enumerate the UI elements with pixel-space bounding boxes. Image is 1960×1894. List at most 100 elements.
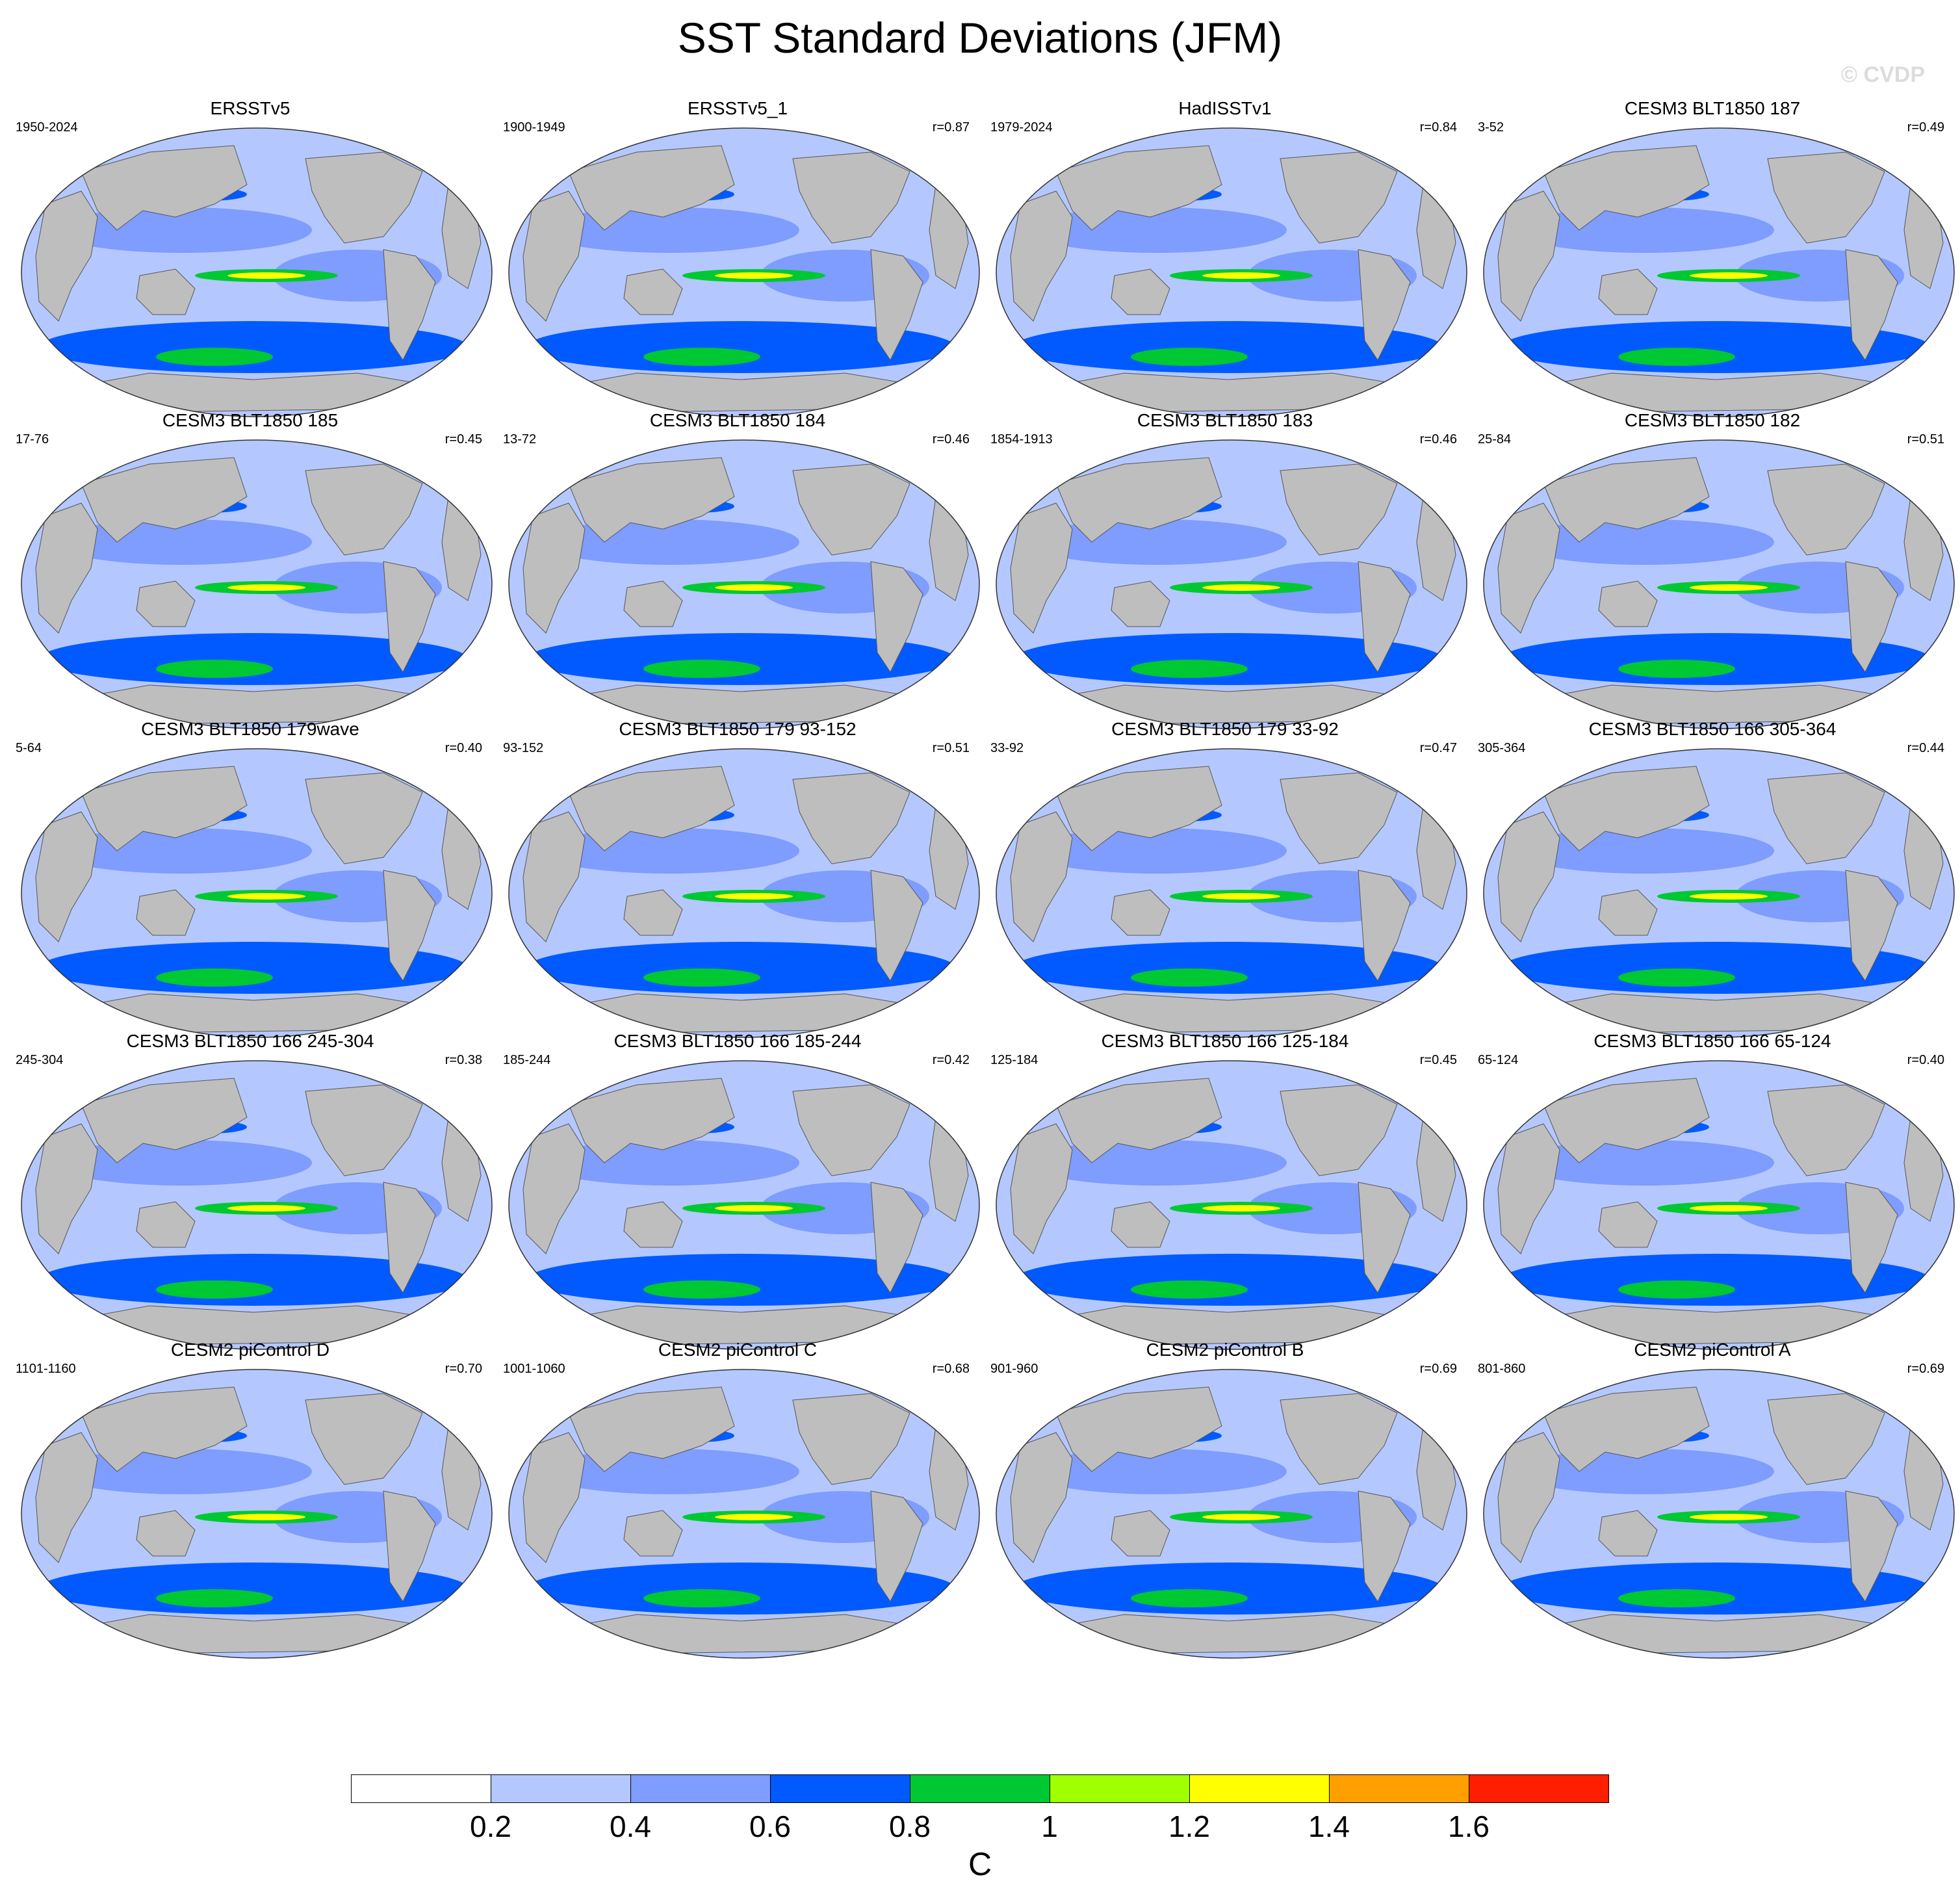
map-outline <box>1483 1060 1955 1350</box>
panel-title: CESM2 piControl B <box>1146 1340 1304 1360</box>
panel-correlation: r=0.47 <box>1419 741 1457 755</box>
land-mass <box>35 190 98 322</box>
world-map <box>996 439 1467 729</box>
land-mass <box>1845 561 1898 673</box>
map-outline <box>21 748 493 1038</box>
variance-band <box>643 660 760 678</box>
panel-title: CESM2 piControl C <box>658 1340 818 1360</box>
panel-period: 13-72 <box>503 432 537 447</box>
land-mass <box>1845 1182 1898 1293</box>
land-mass <box>1280 463 1398 556</box>
panel-title: CESM3 BLT1850 179wave <box>141 719 359 739</box>
panel-period: 33-92 <box>990 741 1024 755</box>
land-mass <box>1845 870 1898 981</box>
variance-band <box>156 1280 273 1299</box>
land-mass <box>1358 1182 1411 1293</box>
land-mass <box>568 457 735 543</box>
land-mass <box>1358 870 1411 981</box>
land-mass <box>623 1201 683 1248</box>
panel-correlation: r=0.84 <box>1419 120 1457 135</box>
colorbar-segment <box>630 1774 771 1803</box>
panel-correlation: r=0.45 <box>445 432 482 447</box>
variance-band <box>39 633 468 685</box>
land-mass <box>1497 502 1560 634</box>
colorbar <box>351 1774 1609 1806</box>
land-mass <box>1010 1432 1073 1563</box>
land-mass <box>1280 151 1398 244</box>
panel-title: CESM3 BLT1850 166 245-304 <box>126 1031 374 1051</box>
colorbar-tick-label: 1.4 <box>1308 1810 1350 1843</box>
panel-correlation: r=0.69 <box>1907 1362 1944 1376</box>
variance-band <box>227 893 305 900</box>
land-mass <box>1358 1490 1411 1602</box>
world-map <box>21 439 493 729</box>
variance-band <box>1690 893 1768 900</box>
land-mass <box>81 457 248 543</box>
colorbar-segment <box>770 1774 910 1803</box>
land-mass <box>1055 1078 1222 1163</box>
panel-period: 245-304 <box>16 1053 64 1067</box>
land-mass <box>522 1123 586 1254</box>
variance-band <box>1131 348 1248 366</box>
world-map <box>996 1060 1467 1350</box>
land-mass <box>1598 268 1658 315</box>
panel-title: CESM3 BLT1850 183 <box>1137 410 1313 430</box>
panel-period: 1001-1060 <box>503 1362 565 1376</box>
colorbar-tick-label: 0.2 <box>470 1810 511 1843</box>
map-panel: CESM3 BLT1850 166 245-304 245-304 r=0.38 <box>6 1030 494 1350</box>
land-mass <box>136 889 196 936</box>
colorbar-segment <box>1050 1774 1190 1803</box>
variance-band <box>227 272 305 279</box>
variance-band <box>227 1514 305 1520</box>
variance-band <box>643 348 760 366</box>
panel-title: CESM2 piControl A <box>1634 1340 1791 1360</box>
panel-correlation: r=0.68 <box>932 1362 970 1376</box>
map-outline <box>508 127 980 417</box>
panel-title: ERSSTv5 <box>210 98 290 118</box>
land-mass <box>1055 766 1222 851</box>
map-panel: CESM2 piControl D 1101-1160 r=0.70 <box>6 1339 494 1659</box>
land-mass <box>1055 1386 1222 1472</box>
colorbar-tick-label: 1.6 <box>1448 1810 1489 1843</box>
land-mass <box>1358 561 1411 673</box>
panel-title: CESM3 BLT1850 185 <box>162 410 339 430</box>
variance-band <box>1202 584 1280 591</box>
map-outline <box>996 748 1467 1038</box>
variance-band <box>227 1205 305 1212</box>
panel-correlation: r=0.46 <box>1419 432 1457 447</box>
world-map <box>21 1060 493 1350</box>
panel-correlation: r=0.40 <box>1907 1053 1944 1067</box>
map-outline <box>21 1369 493 1659</box>
land-mass <box>305 151 423 244</box>
world-map <box>996 1369 1467 1659</box>
land-mass <box>792 151 910 244</box>
map-panel: ERSSTv5_1 1900-1949 r=0.87 <box>494 97 981 417</box>
panel-correlation: r=0.44 <box>1907 741 1944 755</box>
colorbar-segment <box>1469 1774 1609 1803</box>
land-mass <box>1497 1123 1560 1254</box>
panel-title: CESM3 BLT1850 179 33-92 <box>1111 719 1339 739</box>
map-outline <box>996 127 1467 417</box>
map-panel: ERSSTv5 1950-2024 <box>6 97 494 417</box>
land-mass <box>792 1393 910 1485</box>
world-map <box>1483 1369 1955 1659</box>
land-mass <box>305 1393 423 1485</box>
map-outline <box>996 439 1467 729</box>
land-mass <box>623 1510 683 1557</box>
land-mass <box>1543 457 1710 543</box>
land-mass <box>1845 1490 1898 1602</box>
map-panel: CESM3 BLT1850 166 65-124 65-124 r=0.40 <box>1469 1030 1956 1350</box>
land-mass <box>568 145 735 231</box>
variance-band <box>39 1254 468 1306</box>
variance-band <box>1501 633 1930 685</box>
land-mass <box>1111 268 1170 315</box>
map-panel: CESM3 BLT1850 179 93-152 93-152 r=0.51 <box>494 718 981 1038</box>
map-panel: CESM3 BLT1850 183 1854-1913 r=0.46 <box>981 409 1469 729</box>
variance-band <box>715 1514 793 1520</box>
variance-band <box>1014 633 1443 685</box>
world-map <box>21 1369 493 1659</box>
land-mass <box>383 1182 436 1293</box>
map-outline <box>21 127 493 417</box>
variance-band <box>1618 1280 1735 1299</box>
land-mass <box>136 268 196 315</box>
